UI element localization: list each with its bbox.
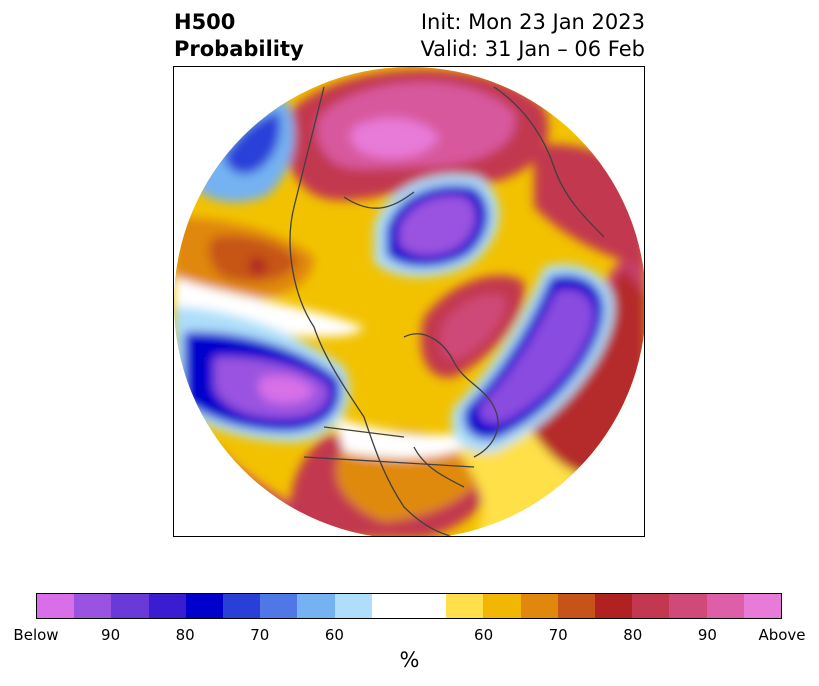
colorbar-tick-label: 80 <box>175 626 195 644</box>
colorbar-segment <box>74 594 112 618</box>
map-frame <box>173 66 645 537</box>
colorbar-tick-label: 70 <box>548 626 568 644</box>
colorbar-segment <box>371 594 410 618</box>
colorbar-segment <box>334 594 372 618</box>
atlantic-below-purple <box>479 289 594 424</box>
north-above-peak <box>350 118 439 158</box>
colorbar-segment <box>557 594 596 618</box>
colorbar-tick-label: 70 <box>250 626 270 644</box>
colorbar-unit: % <box>399 648 420 672</box>
init-time: Init: Mon 23 Jan 2023 <box>420 10 645 34</box>
probability-map <box>174 67 644 536</box>
colorbar-labels: Below 90 80 70 60 60 70 80 90 Above <box>0 626 819 646</box>
colorbar-tick-label: 60 <box>474 626 494 644</box>
west-red-core <box>250 257 267 275</box>
colorbar-segment <box>632 594 670 618</box>
colorbar-tick-label: 80 <box>623 626 643 644</box>
colorbar-segment <box>446 594 484 618</box>
title-product: Probability <box>174 37 304 61</box>
colorbar-segment <box>706 594 744 618</box>
colorbar-segment <box>148 594 186 618</box>
title-variable: H500 <box>174 10 236 34</box>
title-right: Init: Mon 23 Jan 2023 Valid: 31 Jan – 06… <box>420 9 645 63</box>
colorbar-segment <box>409 594 447 618</box>
colorbar-segment <box>743 594 782 618</box>
nw-below-core <box>224 112 281 174</box>
colorbar-segment <box>260 594 298 618</box>
colorbar-segment <box>37 594 75 618</box>
colorbar-tick-label: 90 <box>101 626 121 644</box>
colorbar-segment <box>185 594 224 618</box>
colorbar-segment <box>111 594 149 618</box>
arctic-below-core <box>399 195 476 256</box>
colorbar-segment <box>520 594 558 618</box>
colorbar-segment <box>595 594 633 618</box>
colorbar-segment <box>669 594 707 618</box>
colorbar-segment <box>223 594 261 618</box>
mid-above-inner <box>440 294 506 360</box>
colorbar-tick-label: 60 <box>324 626 344 644</box>
pacific-below-peak <box>258 375 314 404</box>
colorbar-tick-label: Below <box>13 626 59 644</box>
colorbar <box>36 593 782 619</box>
colorbar-segment <box>297 594 335 618</box>
valid-period: Valid: 31 Jan – 06 Feb <box>420 37 645 61</box>
colorbar-tick-label: 90 <box>697 626 717 644</box>
colorbar-segment <box>483 594 521 618</box>
central-neutral <box>334 417 484 458</box>
colorbar-tick-label: Above <box>758 626 806 644</box>
title-left: H500 Probability <box>174 9 304 63</box>
